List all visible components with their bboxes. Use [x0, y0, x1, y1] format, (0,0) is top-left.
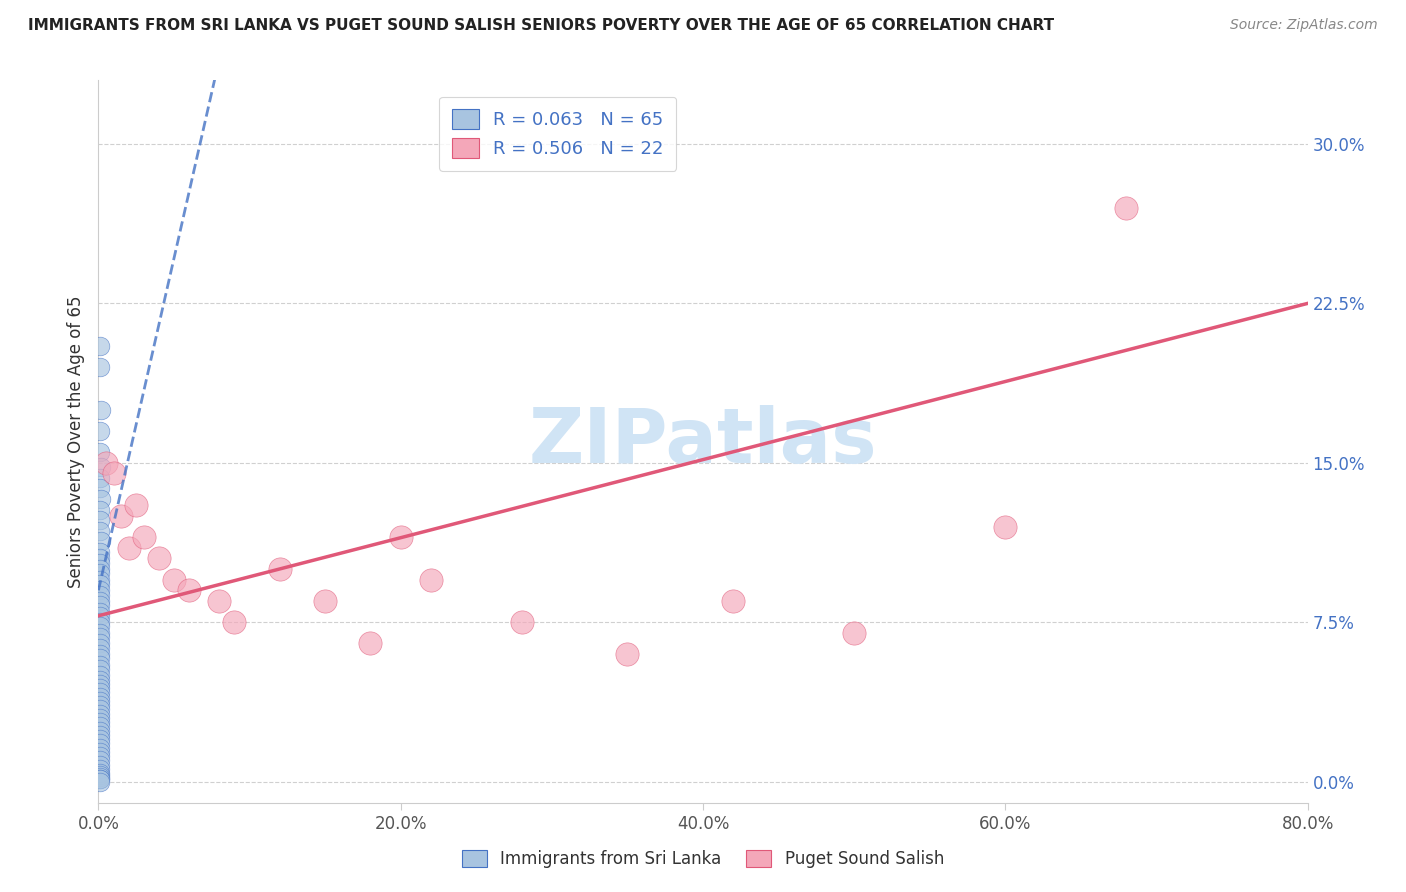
Point: [90, 460, 112, 475]
Point: [89, 732, 111, 747]
Text: ZIPatlas: ZIPatlas: [529, 405, 877, 478]
Legend: R = 0.063   N = 65, R = 0.506   N = 22: R = 0.063 N = 65, R = 0.506 N = 22: [439, 96, 676, 170]
Point: [89, 481, 111, 495]
Point: [89, 360, 111, 375]
Point: [118, 541, 141, 555]
Point: [89, 719, 111, 733]
Point: [723, 594, 745, 608]
Point: [89, 588, 111, 602]
Point: [208, 594, 231, 608]
Point: [89, 768, 111, 782]
Point: [179, 583, 201, 598]
Point: [89, 640, 111, 655]
Point: [389, 530, 412, 544]
Point: [89, 445, 111, 459]
Point: [89, 577, 111, 591]
Point: [616, 647, 638, 661]
Point: [89, 668, 111, 682]
Point: [89, 619, 111, 633]
Point: [89, 702, 111, 716]
Point: [89, 657, 111, 672]
Point: [132, 530, 155, 544]
Point: [90, 534, 112, 549]
Point: [103, 467, 125, 481]
Point: [89, 615, 111, 630]
Point: [89, 545, 111, 559]
Point: [90, 402, 112, 417]
Point: [1115, 201, 1137, 215]
Point: [89, 651, 111, 665]
Point: [89, 625, 111, 640]
Point: [89, 685, 111, 699]
Point: [89, 706, 111, 721]
Y-axis label: Seniors Poverty Over the Age of 65: Seniors Poverty Over the Age of 65: [66, 295, 84, 588]
Text: Source: ZipAtlas.com: Source: ZipAtlas.com: [1230, 18, 1378, 32]
Point: [510, 615, 533, 630]
Point: [125, 498, 148, 512]
Point: [89, 662, 111, 676]
Point: [89, 728, 111, 742]
Point: [224, 615, 246, 630]
Point: [89, 766, 111, 780]
Point: [89, 762, 111, 776]
Point: [89, 647, 111, 661]
Point: [89, 583, 111, 598]
Point: [89, 608, 111, 623]
Point: [89, 673, 111, 687]
Point: [420, 573, 443, 587]
Point: [89, 772, 111, 787]
Point: [94, 456, 117, 470]
Point: [110, 508, 132, 523]
Point: [89, 711, 111, 725]
Point: [89, 690, 111, 704]
Point: [89, 636, 111, 650]
Point: [360, 636, 382, 650]
Point: [89, 774, 111, 789]
Point: [89, 562, 111, 576]
Point: [89, 698, 111, 712]
Point: [148, 551, 170, 566]
Point: [89, 566, 111, 581]
Point: [89, 605, 111, 619]
Point: [89, 339, 111, 353]
Point: [89, 424, 111, 438]
Point: [89, 723, 111, 738]
Point: [844, 625, 866, 640]
Point: [89, 745, 111, 759]
Point: [269, 562, 291, 576]
Point: [89, 471, 111, 485]
Point: [89, 513, 111, 527]
Point: [89, 714, 111, 729]
Point: [994, 519, 1017, 533]
Point: [89, 681, 111, 695]
Point: [89, 630, 111, 644]
Point: [89, 772, 111, 787]
Point: [89, 677, 111, 691]
Point: [89, 594, 111, 608]
Point: [89, 736, 111, 750]
Point: [90, 491, 112, 506]
Point: [89, 573, 111, 587]
Point: [89, 556, 111, 570]
Point: [89, 694, 111, 708]
Point: [314, 594, 336, 608]
Point: [89, 502, 111, 516]
Legend: Immigrants from Sri Lanka, Puget Sound Salish: Immigrants from Sri Lanka, Puget Sound S…: [456, 843, 950, 875]
Point: [163, 573, 186, 587]
Text: IMMIGRANTS FROM SRI LANKA VS PUGET SOUND SALISH SENIORS POVERTY OVER THE AGE OF : IMMIGRANTS FROM SRI LANKA VS PUGET SOUND…: [28, 18, 1054, 33]
Point: [89, 598, 111, 612]
Point: [89, 551, 111, 566]
Point: [89, 757, 111, 772]
Point: [89, 524, 111, 538]
Point: [89, 740, 111, 755]
Point: [89, 749, 111, 764]
Point: [89, 770, 111, 784]
Point: [89, 753, 111, 767]
